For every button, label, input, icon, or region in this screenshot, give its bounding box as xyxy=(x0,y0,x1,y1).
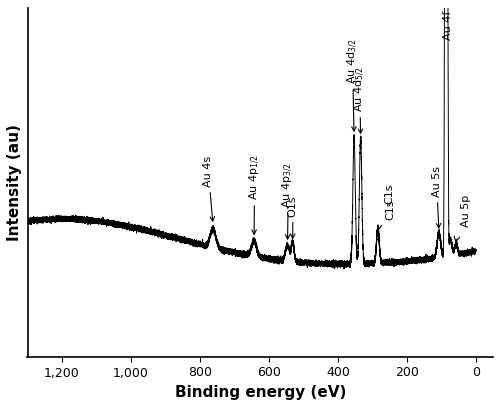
Text: Au 4d$_{3/2}$: Au 4d$_{3/2}$ xyxy=(346,39,360,131)
Text: C1s: C1s xyxy=(380,199,396,229)
Y-axis label: Intensity (au): Intensity (au) xyxy=(7,124,22,241)
Text: Au 5p: Au 5p xyxy=(462,195,471,227)
Text: Au 4s: Au 4s xyxy=(204,156,214,221)
Text: Au 4p$_{1/2}$: Au 4p$_{1/2}$ xyxy=(248,154,262,234)
Text: Au 5s: Au 5s xyxy=(432,166,442,228)
Text: C1s: C1s xyxy=(384,184,394,204)
Text: Au 4f: Au 4f xyxy=(443,10,453,39)
Text: Au 4p$_{3/2}$: Au 4p$_{3/2}$ xyxy=(282,162,296,239)
X-axis label: Binding energy (eV): Binding energy (eV) xyxy=(174,385,346,400)
Text: O1s: O1s xyxy=(288,195,298,239)
Text: Au 4d$_{5/2}$: Au 4d$_{5/2}$ xyxy=(352,66,367,133)
